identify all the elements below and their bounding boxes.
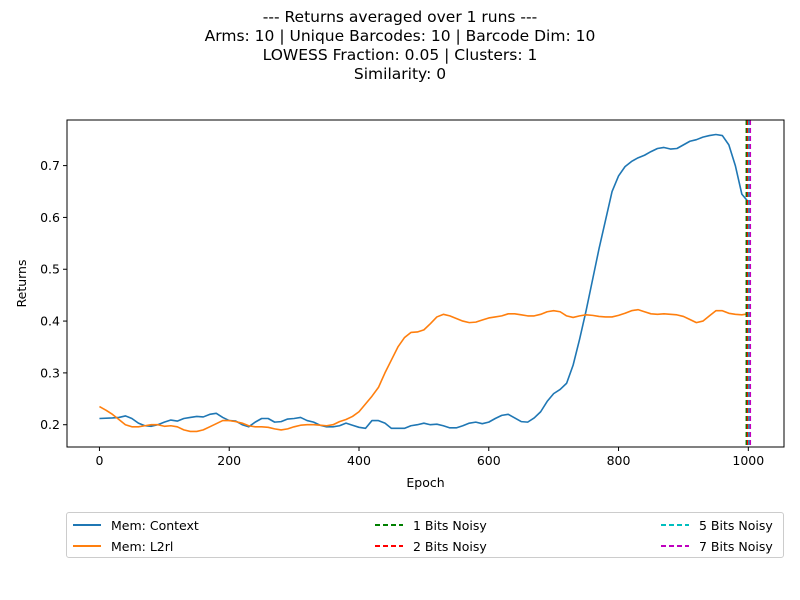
x-tick-label-2: 400 [347,453,371,468]
x-tick-label-0: 0 [95,453,103,468]
legend-label-context: Mem: Context [111,517,199,533]
series-line-0 [99,133,749,430]
y-axis-label: Returns [14,260,29,308]
legend-label-5bit: 5 Bits Noisy [699,517,773,533]
y-tick-label-5: 0.7 [40,158,60,173]
legend-line-1bit [375,524,403,526]
legend-item-7bit: 7 Bits Noisy [661,537,773,555]
title-line-2: Arms: 10 | Unique Barcodes: 10 | Barcode… [204,27,596,45]
legend-line-2bit [375,545,403,547]
x-tick-label-5: 1000 [732,453,764,468]
y-tick-label-2: 0.4 [40,314,60,329]
legend-item-5bit: 5 Bits Noisy [661,516,773,534]
y-tick-label-4: 0.6 [40,210,60,225]
x-tick-label-3: 600 [477,453,501,468]
legend-line-context [73,524,101,526]
legend-label-l2rl: Mem: L2rl [111,538,174,554]
plot-frame [66,119,785,448]
title-line-1: --- Returns averaged over 1 runs --- [262,8,538,26]
legend-label-1bit: 1 Bits Noisy [413,517,487,533]
chart-title: --- Returns averaged over 1 runs --- Arm… [0,8,800,84]
series-line-1 [99,308,749,433]
legend: Mem: Context Mem: L2rl 1 Bits Noisy 2 Bi… [66,512,784,558]
legend-item-context: Mem: Context [73,516,199,534]
y-tick-label-0: 0.2 [40,417,60,432]
title-line-3: LOWESS Fraction: 0.05 | Clusters: 1 [262,46,538,64]
legend-label-7bit: 7 Bits Noisy [699,538,773,554]
y-tick-label-1: 0.3 [40,365,60,380]
x-axis-label: Epoch [406,475,444,490]
y-tick-label-3: 0.5 [40,262,60,277]
legend-label-2bit: 2 Bits Noisy [413,538,487,554]
legend-item-2bit: 2 Bits Noisy [375,537,487,555]
legend-item-1bit: 1 Bits Noisy [375,516,487,534]
x-tick-label-4: 800 [607,453,631,468]
legend-line-7bit [661,545,689,547]
legend-item-l2rl: Mem: L2rl [73,537,173,555]
legend-line-l2rl [73,545,101,547]
legend-line-5bit [661,524,689,526]
title-line-4: Similarity: 0 [353,65,447,83]
x-tick-label-1: 200 [217,453,241,468]
